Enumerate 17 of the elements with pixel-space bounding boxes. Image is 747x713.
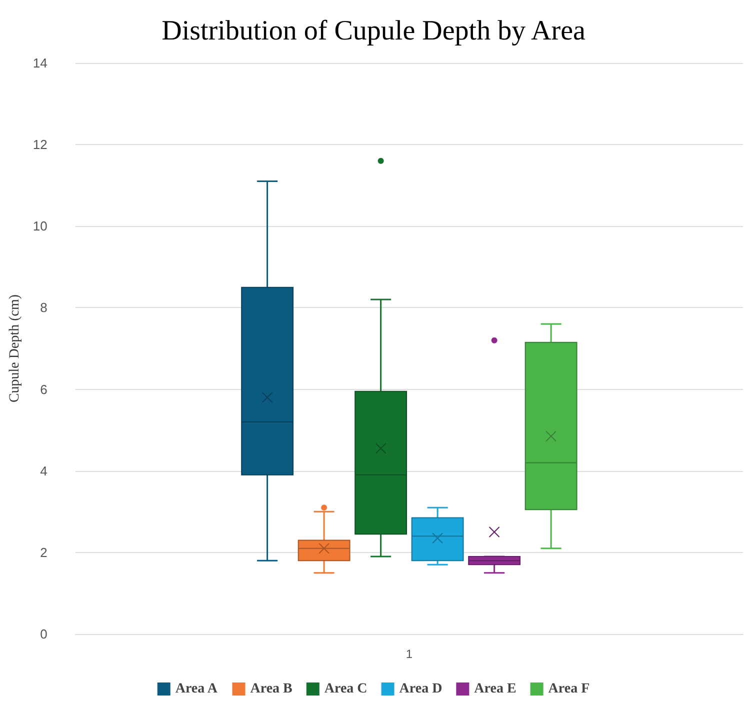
y-tick-label: 4 <box>40 463 48 478</box>
y-tick-label: 14 <box>32 56 48 70</box>
y-tick-label: 10 <box>32 218 48 234</box>
legend-label: Area D <box>399 682 442 696</box>
legend-label: Area E <box>474 682 516 696</box>
legend-label: Area F <box>548 682 590 696</box>
legend-label: Area C <box>324 682 368 696</box>
legend-label: Area A <box>175 682 218 696</box>
y-tick-label: 2 <box>40 544 48 560</box>
y-tick-label: 8 <box>40 300 48 316</box>
y-tick-label: 12 <box>32 137 48 152</box>
x-tick-label: 1 <box>406 647 413 661</box>
chart-title: Distribution of Cupule Depth by Area <box>162 16 586 46</box>
y-tick-label: 0 <box>40 626 48 642</box>
y-tick-label: 6 <box>40 382 48 397</box>
y-axis-title: Cupule Depth (cm) <box>8 294 22 403</box>
legend-label: Area B <box>250 682 292 696</box>
